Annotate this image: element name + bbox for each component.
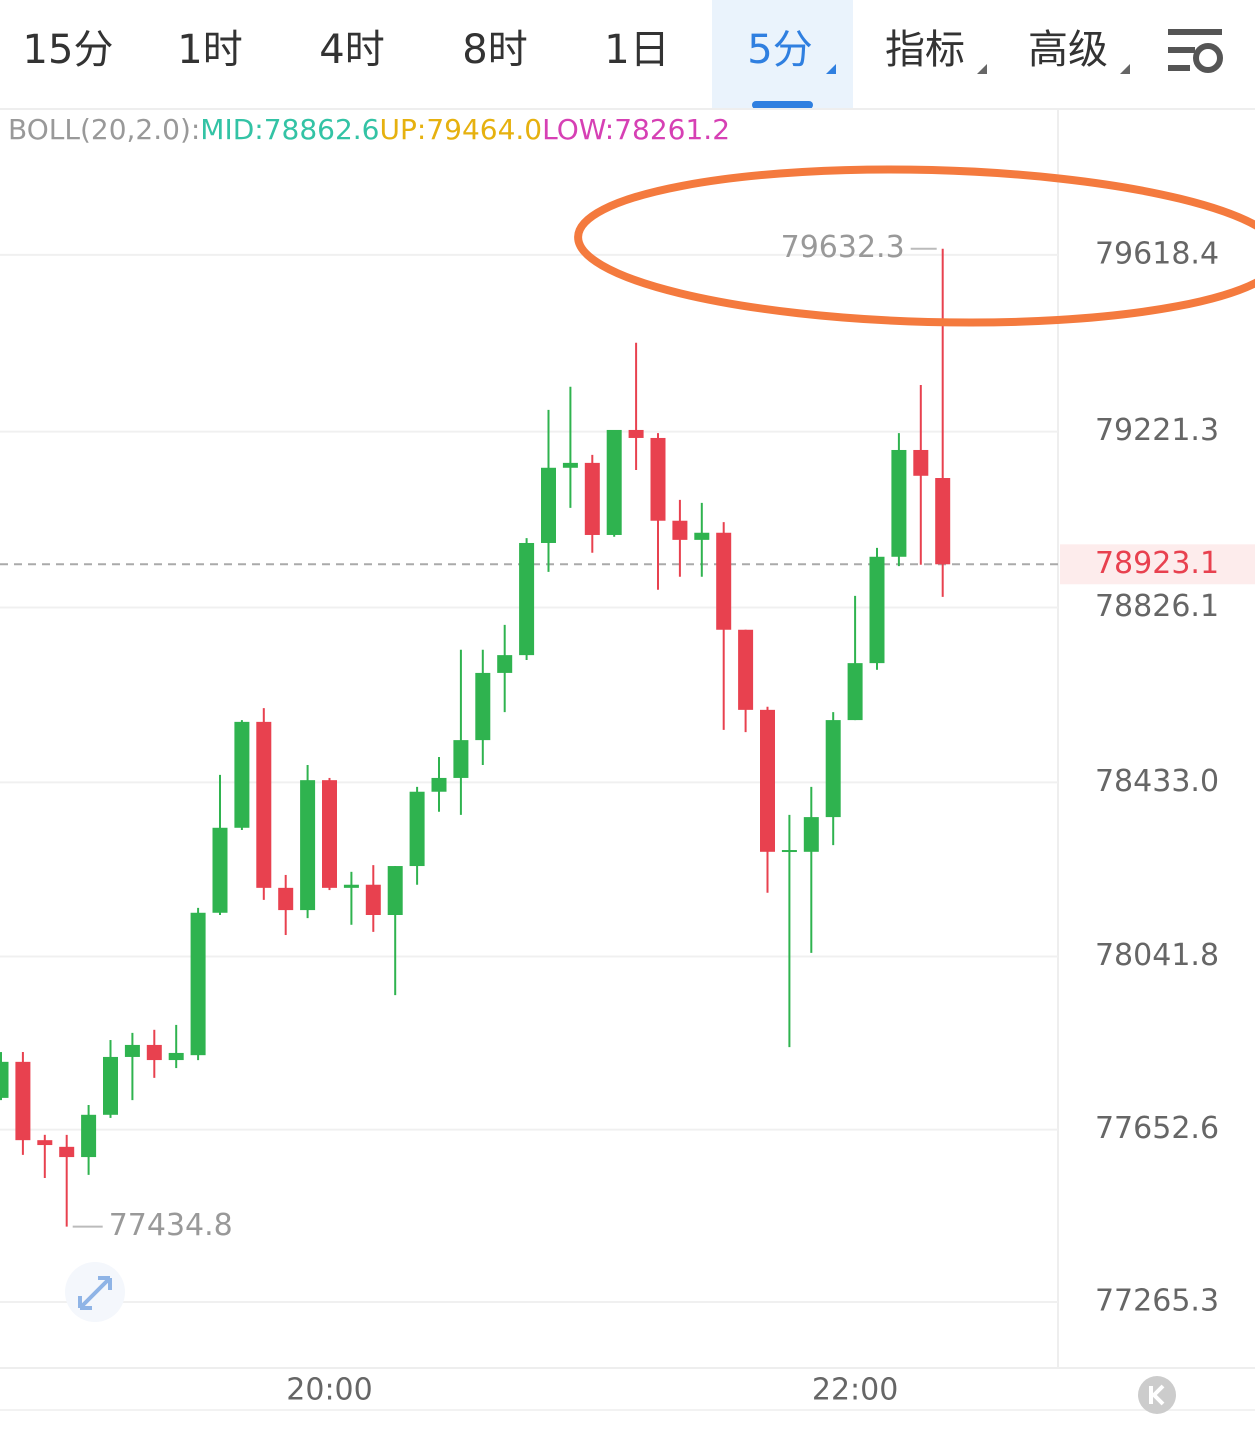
labels: 79618.4 79221.3 78826.1 78433.0 78041.8 77652…	[72, 230, 1255, 1408]
candle-body	[322, 780, 337, 888]
candle-body	[475, 672, 491, 741]
candle-body	[672, 520, 688, 540]
candle-body	[431, 777, 447, 792]
candle-body	[365, 884, 381, 915]
candle-body	[869, 556, 885, 664]
highlight-ellipse	[574, 165, 1255, 327]
max-label: 79632.3	[781, 230, 905, 265]
candle-body	[0, 1061, 9, 1098]
dropdown-caret	[977, 64, 987, 74]
candle-body	[694, 532, 710, 540]
tab[interactable]: 高级	[1028, 27, 1108, 73]
tab[interactable]: 1时	[177, 27, 242, 73]
legend-entry: UP:79464.0	[380, 113, 543, 146]
candle-body	[584, 462, 600, 535]
tab-active[interactable]: 5分	[747, 27, 812, 73]
indicator-legend: BOLL(20,2.0):MID:78862.6UP:79464.0LOW:78…	[8, 113, 730, 146]
candle-body	[738, 629, 754, 710]
candle-body	[212, 827, 228, 913]
scroll-left-button[interactable]	[1138, 1376, 1176, 1414]
candle-body	[650, 437, 666, 521]
candle-body	[562, 462, 578, 468]
min-label: 77434.8	[109, 1208, 233, 1243]
tab[interactable]: 1日	[604, 27, 669, 73]
candle-body	[803, 817, 819, 852]
candle-body	[300, 780, 316, 911]
x-tick-label: 22:00	[812, 1373, 898, 1408]
candle-body	[103, 1056, 118, 1115]
dropdown-caret	[1120, 64, 1130, 74]
candle-body	[935, 478, 951, 565]
last-price-bg	[1060, 544, 1255, 585]
y-tick-label: 78433.0	[1095, 764, 1219, 799]
indicator-name: BOLL(20,2.0):	[8, 113, 200, 146]
x-tick-label: 20:00	[286, 1373, 372, 1408]
candle-body	[606, 429, 622, 535]
candle-body	[15, 1061, 31, 1141]
candle-body	[541, 467, 556, 543]
candle-body	[234, 721, 250, 828]
y-tick-label: 78041.8	[1095, 938, 1219, 973]
candle-body	[256, 721, 272, 888]
tab[interactable]: 4时	[319, 27, 384, 73]
settings-icon[interactable]	[1168, 29, 1223, 73]
candle-body	[519, 542, 535, 656]
candle-body	[825, 720, 841, 818]
last-price-label: 78923.1	[1095, 546, 1219, 581]
active-tab-bg	[712, 0, 853, 108]
expand-button[interactable]	[65, 1262, 125, 1322]
candle-body	[781, 850, 797, 853]
candle-body	[37, 1140, 53, 1146]
candle-body	[913, 449, 929, 476]
candle-body	[59, 1146, 75, 1158]
tab[interactable]: 15分	[23, 27, 114, 73]
candle-body	[760, 709, 775, 852]
y-tick-label: 77652.6	[1095, 1111, 1219, 1146]
tab[interactable]: 指标	[885, 27, 965, 73]
y-tick-label: 79221.3	[1095, 413, 1219, 448]
active-tab-indicator	[752, 101, 813, 109]
y-tick-label: 77265.3	[1095, 1284, 1219, 1319]
candle-body	[716, 532, 732, 630]
y-tick-label: 79618.4	[1095, 236, 1219, 271]
candle-body	[124, 1044, 140, 1057]
candle-body	[891, 449, 907, 557]
legend-entry: MID:78862.6	[200, 113, 379, 146]
candle-body	[146, 1044, 162, 1061]
plot-area	[0, 248, 951, 1227]
candle-body	[81, 1114, 97, 1158]
candle-body	[168, 1052, 184, 1061]
candle-body	[497, 655, 513, 673]
candle-body	[409, 791, 425, 867]
candle-body	[847, 663, 863, 721]
candle-body	[453, 740, 469, 778]
dropdown-caret	[826, 64, 836, 74]
tab[interactable]: 8时	[462, 27, 527, 73]
candle-body	[628, 429, 644, 438]
legend-entry: LOW:78261.2	[542, 113, 730, 146]
candle-body	[278, 887, 294, 911]
y-tick-label: 78826.1	[1095, 589, 1219, 624]
candle-body	[190, 912, 206, 1056]
candle-body	[387, 866, 403, 915]
candle-body	[343, 884, 359, 888]
